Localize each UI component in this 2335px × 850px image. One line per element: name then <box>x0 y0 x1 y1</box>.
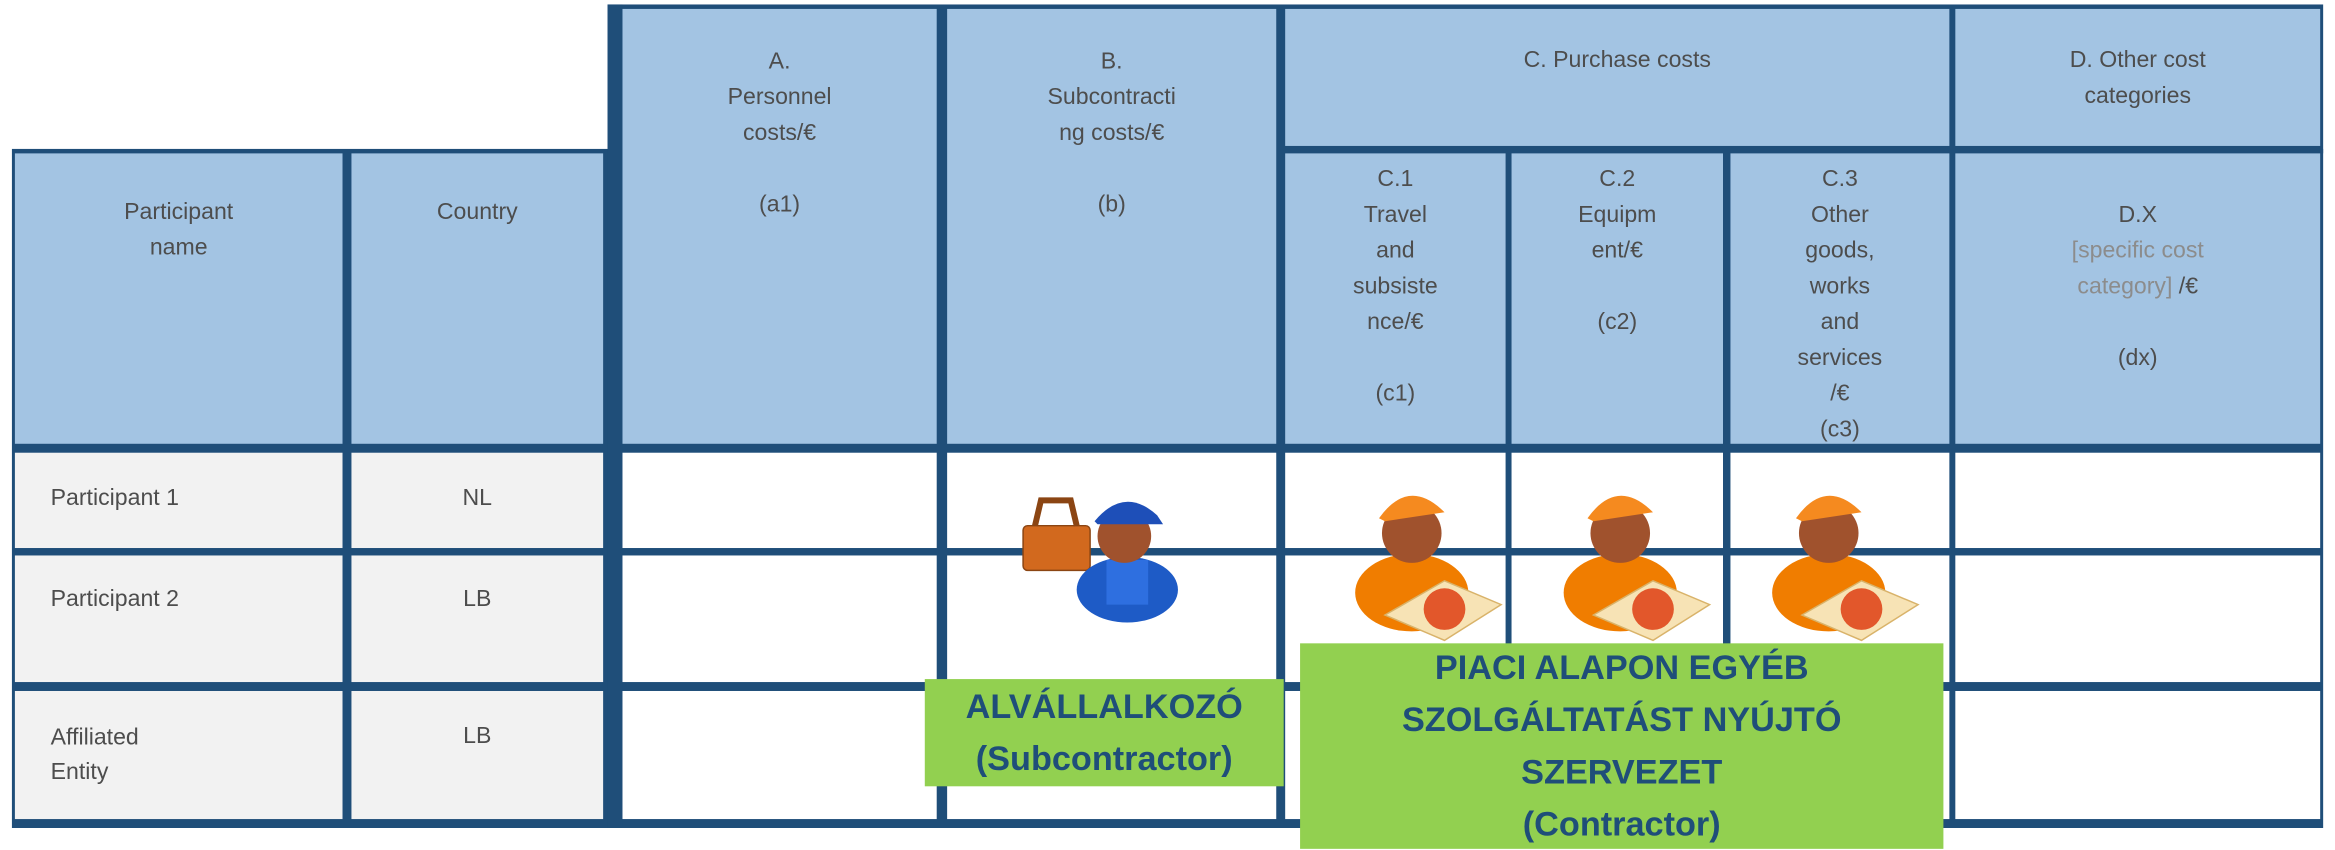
empty-cell <box>622 555 937 683</box>
worker-icon <box>1022 497 1178 623</box>
subcontractor-callout: ALVÁLLALKOZÓ (Subcontractor) <box>924 679 1284 787</box>
header-cell: C.2 Equipm ent/€ (c2) <box>1511 153 1724 444</box>
country-cell: NL <box>351 452 604 549</box>
contractor-icon <box>1355 495 1503 642</box>
header-cell: Country <box>351 153 604 444</box>
empty-cell <box>1955 690 2321 820</box>
header-text: /€ <box>2172 274 2199 300</box>
thick-divider <box>607 4 623 828</box>
country-cell: LB <box>351 555 604 683</box>
contractor-icon <box>1563 495 1712 642</box>
contractor-callout: PIACI ALAPON EGYÉB SZOLGÁLTATÁST NYÚJTÓ … <box>1300 643 1944 849</box>
empty-cell <box>1955 452 2321 549</box>
empty-cell <box>622 452 937 549</box>
empty-cell <box>622 690 937 820</box>
header-text: (dx) <box>2117 345 2158 371</box>
row-label: Participant 2 <box>14 555 343 683</box>
header-cell: D.X [specific cost category] /€ (dx) <box>1955 153 2321 444</box>
header-cell: B. Subcontracti ng costs/€ (b) <box>947 8 1277 444</box>
header-cell: A. Personnel costs/€ (a1) <box>622 8 937 444</box>
placeholder-text: [specific cost category] <box>2071 238 2204 300</box>
empty-cell <box>1955 555 2321 683</box>
header-cell: C.3 Other goods, works and services /€ (… <box>1730 153 1950 444</box>
header-cell: C.1 Travel and subsiste nce/€ (c1) <box>1285 153 1506 444</box>
country-cell: LB <box>351 690 604 820</box>
header-cell: C. Purchase costs <box>1285 8 1950 146</box>
header-cell: Participant name <box>14 153 343 444</box>
row-label: Affiliated Entity <box>14 690 343 820</box>
header-cell: D. Other cost categories <box>1955 8 2321 146</box>
contractor-icon <box>1772 495 1920 642</box>
header-text: D.X <box>2118 202 2157 228</box>
row-label: Participant 1 <box>14 452 343 549</box>
